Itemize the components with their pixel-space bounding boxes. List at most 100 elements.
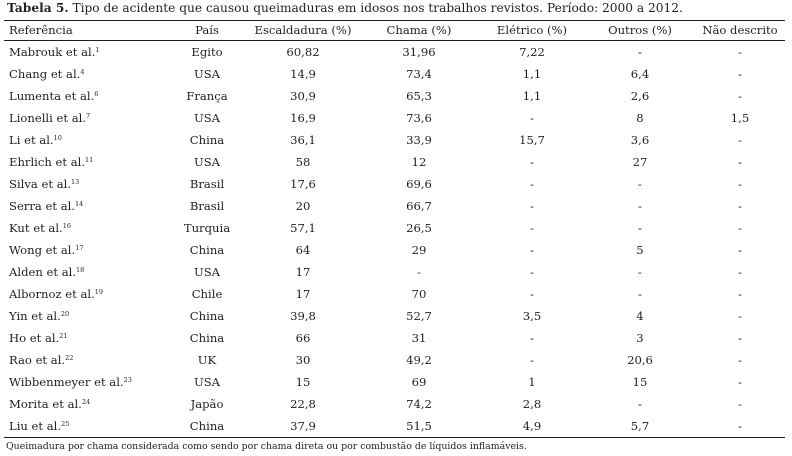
cell-eletrico: 7,22 [519,45,545,59]
table-row: Mabrouk et al.1 Egito 60,82 31,96 7,22 - - [4,41,785,64]
cell-referencia: Albornoz et al.19 [4,283,167,305]
cell-chama: 33,9 [406,133,432,147]
cell-nao-descrito: - [738,375,742,389]
reference-number: 17 [75,244,84,252]
cell-eletrico: - [530,155,534,169]
cell-outros: 5,7 [630,419,650,433]
cell-outros: 20,6 [627,353,653,367]
reference-number: 16 [62,222,72,230]
cell-nao-descrito: - [738,177,742,191]
cell-nao-descrito: 1,5 [730,111,750,125]
table-row: Chang et al.4 USA 14,9 73,4 1,1 6,4 - [4,63,785,85]
cell-nao-descrito: - [738,331,742,345]
table-row: Morita et al.24 Japão 22,8 74,2 2,8 - - [4,393,785,415]
reference-number: 13 [71,178,80,186]
cell-pais: USA [193,155,221,169]
cell-escaldadura: 39,8 [290,309,316,323]
reference-number: 19 [94,288,104,296]
reference-name: Rao et al. [9,353,66,367]
cell-referencia: Rao et al.22 [4,349,167,371]
cell-outros: 2,6 [630,89,650,103]
cell-chama: 70 [411,287,427,301]
cell-nao-descrito: - [738,221,742,235]
cell-escaldadura: 20 [295,199,311,213]
table-caption-text: Tipo de acidente que causou queimaduras … [68,1,683,15]
cell-outros: 3 [636,331,644,345]
table-row: Rao et al.22 UK 30 49,2 - 20,6 - [4,349,785,371]
cell-referencia: Wong et al.17 [4,239,167,261]
cell-outros: 5 [636,243,644,257]
cell-outros: 4 [636,309,644,323]
reference-number: 21 [59,332,68,340]
cell-chama: 69,6 [406,177,432,191]
cell-pais: Brasil [189,177,225,191]
cell-nao-descrito: - [738,199,742,213]
cell-escaldadura: 57,1 [290,221,316,235]
reference-name: Liu et al. [9,419,62,433]
cell-chama: - [417,265,421,279]
cell-referencia: Lionelli et al.7 [4,107,167,129]
reference-number: 25 [61,420,70,428]
cell-nao-descrito: - [738,353,742,367]
reference-number: 24 [81,398,91,406]
cell-referencia: Silva et al.13 [4,173,167,195]
cell-pais: Egito [191,45,223,59]
table-caption: Tabela 5. Tipo de acidente que causou qu… [7,1,683,15]
cell-eletrico: 1,1 [522,67,542,81]
cell-escaldadura: 60,82 [286,45,320,59]
cell-pais: França [186,89,228,103]
reference-number: 6 [94,90,99,98]
header-escaldadura: Escaldadura (%) [254,23,352,37]
cell-nao-descrito: - [738,265,742,279]
cell-referencia: Li et al.10 [4,129,167,151]
cell-escaldadura: 17 [295,265,311,279]
cell-pais: Chile [191,287,223,301]
table-row: Kut et al.16 Turquia 57,1 26,5 - - - [4,217,785,239]
cell-pais: China [189,331,225,345]
cell-referencia: Wibbenmeyer et al.23 [4,371,167,393]
reference-name: Lumenta et al. [9,89,95,103]
cell-chama: 31 [411,331,427,345]
cell-outros: - [638,199,642,213]
cell-escaldadura: 30,9 [290,89,316,103]
reference-name: Serra et al. [9,199,75,213]
table-row: Ho et al.21 China 66 31 - 3 - [4,327,785,349]
cell-referencia: Serra et al.14 [4,195,167,217]
table-row: Silva et al.13 Brasil 17,6 69,6 - - - [4,173,785,195]
cell-escaldadura: 16,9 [290,111,316,125]
cell-chama: 74,2 [406,397,432,411]
table-row: Ehrlich et al.11 USA 58 12 - 27 - [4,151,785,173]
reference-number: 22 [65,354,74,362]
header-referencia: Referência [9,23,73,37]
cell-chama: 73,4 [406,67,432,81]
cell-escaldadura: 30 [295,353,311,367]
cell-eletrico: - [530,243,534,257]
cell-pais: Brasil [189,199,225,213]
cell-pais: China [189,419,225,433]
cell-eletrico: 1,1 [522,89,542,103]
cell-eletrico: - [530,111,534,125]
cell-nao-descrito: - [738,45,742,59]
table-caption-label: Tabela 5. [7,1,69,15]
cell-outros: 8 [636,111,644,125]
table-row: Lionelli et al.7 USA 16,9 73,6 - 8 1,5 [4,107,785,129]
cell-nao-descrito: - [738,67,742,81]
cell-escaldadura: 64 [295,243,311,257]
cell-eletrico: - [530,177,534,191]
cell-outros: 27 [632,155,648,169]
table-row: Albornoz et al.19 Chile 17 70 - - - [4,283,785,305]
reference-number: 20 [60,310,70,318]
header-chama: Chama (%) [386,23,452,37]
reference-name: Wibbenmeyer et al. [9,375,124,389]
cell-outros: - [638,287,642,301]
reference-number: 14 [75,200,84,208]
cell-referencia: Ehrlich et al.11 [4,151,167,173]
header-pais: País [195,23,219,37]
reference-name: Ho et al. [9,331,60,345]
table-row: Wibbenmeyer et al.23 USA 15 69 1 15 - [4,371,785,393]
cell-nao-descrito: - [738,419,742,433]
cell-eletrico: 4,9 [522,419,542,433]
cell-chama: 49,2 [406,353,432,367]
cell-escaldadura: 58 [295,155,311,169]
cell-eletrico: - [530,287,534,301]
